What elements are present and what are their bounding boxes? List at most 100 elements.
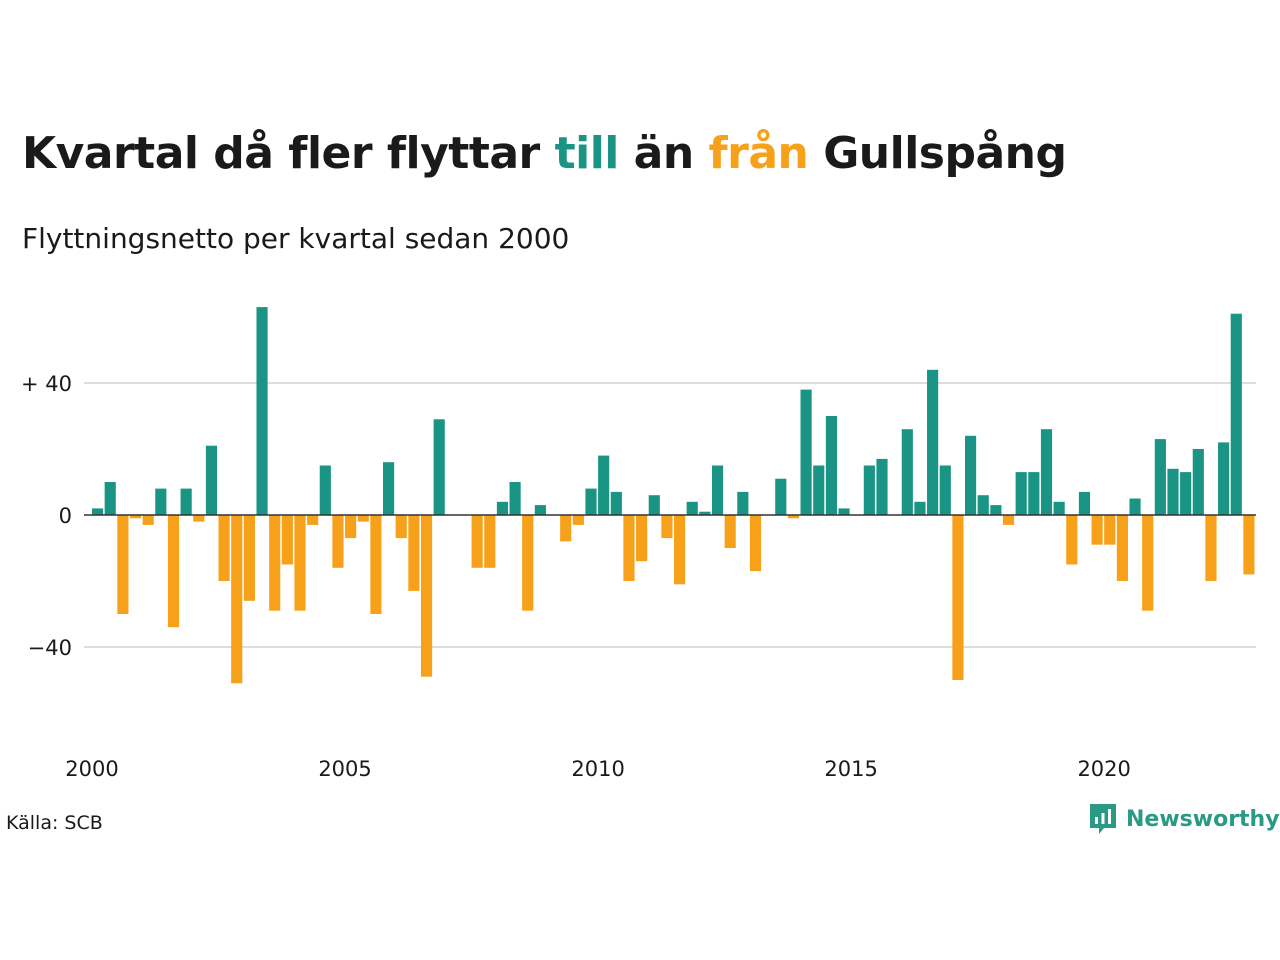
bar-q35 bbox=[522, 515, 534, 611]
bar-q77 bbox=[1053, 501, 1065, 515]
bar-q53 bbox=[749, 515, 762, 572]
bar-q19 bbox=[319, 465, 331, 515]
bar-q13 bbox=[243, 515, 255, 601]
bar-q70 bbox=[965, 435, 977, 515]
bar-q6 bbox=[155, 488, 167, 515]
bar-q7 bbox=[167, 515, 180, 628]
bar-q83 bbox=[1129, 498, 1141, 515]
bar-q10 bbox=[205, 445, 218, 515]
bar-q78 bbox=[1066, 515, 1078, 565]
bar-q22 bbox=[357, 515, 369, 522]
bar-q91 bbox=[1230, 313, 1242, 515]
bar-q60 bbox=[838, 508, 850, 515]
bar-q4 bbox=[129, 515, 142, 519]
bar-q59 bbox=[825, 416, 837, 515]
chart-title: Kvartal då fler flyttar till än från Gul… bbox=[22, 128, 1067, 179]
bar-q32 bbox=[484, 515, 496, 568]
bar-q34 bbox=[509, 482, 521, 515]
bar-q90 bbox=[1218, 442, 1230, 515]
bar-q72 bbox=[990, 505, 1002, 515]
bar-q68 bbox=[939, 465, 951, 515]
bar-q66 bbox=[914, 501, 926, 515]
bar-q16 bbox=[281, 515, 293, 565]
bar-q49 bbox=[699, 511, 711, 515]
y-tick-label: + 40 bbox=[21, 372, 72, 396]
bar-q86 bbox=[1167, 468, 1179, 515]
bar-q3 bbox=[117, 515, 129, 614]
bar-q62 bbox=[863, 465, 875, 515]
x-tick-label: 2015 bbox=[824, 757, 877, 781]
bar-q85 bbox=[1154, 439, 1166, 515]
bar-q25 bbox=[395, 515, 407, 539]
bar-q8 bbox=[180, 488, 192, 515]
bar-q56 bbox=[787, 515, 800, 519]
bar-q27 bbox=[420, 515, 433, 677]
y-tick-label: −40 bbox=[28, 636, 72, 660]
bar-q47 bbox=[674, 515, 686, 585]
newsworthy-logo-icon bbox=[1090, 804, 1116, 834]
bar-q15 bbox=[269, 515, 281, 611]
bar-q84 bbox=[1142, 515, 1154, 611]
y-tick-label: 0 bbox=[59, 504, 72, 528]
grid-lines bbox=[84, 382, 1256, 648]
bar-q28 bbox=[433, 419, 445, 515]
bar-q38 bbox=[560, 515, 572, 542]
bar-q52 bbox=[737, 491, 749, 515]
bar-q89 bbox=[1205, 515, 1217, 581]
title-part-3: Gullspång bbox=[808, 128, 1067, 179]
bar-q18 bbox=[307, 515, 319, 525]
bar-q87 bbox=[1180, 472, 1192, 515]
x-tick-label: 2000 bbox=[65, 757, 118, 781]
bar-q24 bbox=[383, 462, 395, 515]
bar-q14 bbox=[256, 307, 268, 515]
bar-q20 bbox=[332, 515, 344, 568]
bar-q55 bbox=[775, 478, 787, 515]
chart-subtitle: Flyttningsnetto per kvartal sedan 2000 bbox=[22, 222, 570, 255]
bar-q73 bbox=[1002, 515, 1015, 525]
bar-q36 bbox=[534, 505, 546, 515]
bar-q82 bbox=[1116, 515, 1128, 581]
bar-q39 bbox=[572, 515, 584, 525]
axis-labels: + 40 0 −40 2000 2005 2010 2015 2020 bbox=[21, 372, 1256, 781]
bar-q26 bbox=[408, 515, 420, 591]
bar-q80 bbox=[1091, 515, 1103, 545]
bar-q9 bbox=[193, 515, 205, 522]
bars bbox=[92, 307, 1255, 684]
bar-q63 bbox=[876, 458, 888, 515]
newsworthy-logo-text: Newsworthy bbox=[1126, 806, 1280, 832]
x-tick-label: 2010 bbox=[571, 757, 624, 781]
title-fran: från bbox=[708, 128, 809, 179]
newsworthy-logo[interactable]: Newsworthy bbox=[1088, 802, 1280, 836]
x-tick-label: 2020 bbox=[1077, 757, 1130, 781]
bar-q12 bbox=[231, 515, 243, 684]
bar-q44 bbox=[636, 515, 648, 562]
bar-q81 bbox=[1104, 515, 1116, 545]
bar-q11 bbox=[218, 515, 230, 581]
bar-q40 bbox=[585, 488, 597, 515]
bar-q50 bbox=[711, 465, 724, 515]
bar-q31 bbox=[471, 515, 483, 568]
bar-q76 bbox=[1040, 429, 1053, 515]
bar-q2 bbox=[104, 482, 116, 515]
bar-q75 bbox=[1028, 472, 1040, 515]
bar-q41 bbox=[598, 455, 610, 515]
bar-q17 bbox=[294, 515, 306, 611]
bar-q69 bbox=[952, 515, 964, 680]
bar-q23 bbox=[370, 515, 382, 614]
bar-q88 bbox=[1192, 449, 1204, 515]
bar-q74 bbox=[1015, 472, 1027, 515]
source-note: Källa: SCB bbox=[6, 812, 103, 834]
bar-q51 bbox=[724, 515, 736, 548]
bar-q21 bbox=[345, 515, 357, 539]
bar-q57 bbox=[800, 389, 812, 515]
bar-q5 bbox=[142, 515, 154, 525]
bar-q45 bbox=[648, 495, 660, 515]
bar-q1 bbox=[92, 508, 104, 515]
bar-chart: + 40 0 −40 2000 2005 2010 2015 2020 bbox=[21, 307, 1256, 781]
bar-q92 bbox=[1243, 515, 1255, 575]
bar-q67 bbox=[927, 369, 939, 515]
bar-q46 bbox=[661, 515, 673, 539]
bar-q58 bbox=[813, 465, 825, 515]
title-part-2: än bbox=[618, 128, 709, 179]
title-part-1: Kvartal då fler flyttar bbox=[22, 128, 555, 179]
